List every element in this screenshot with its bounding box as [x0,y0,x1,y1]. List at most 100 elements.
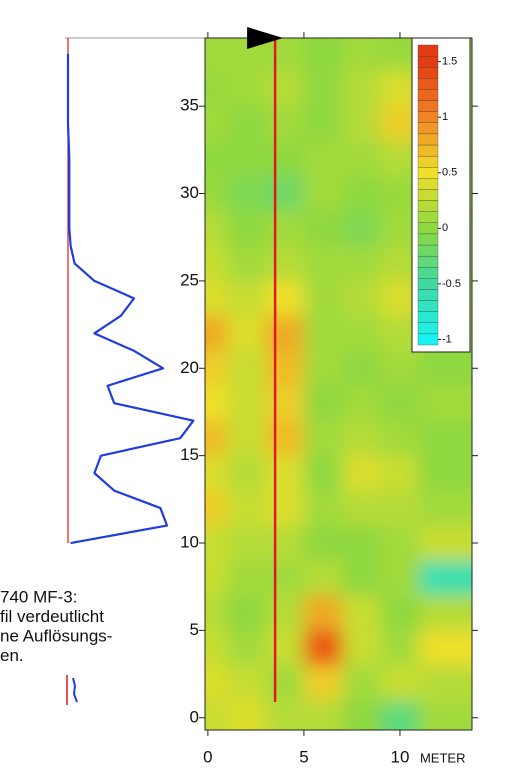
field-cell [303,350,343,386]
field-cell [303,38,343,72]
colorbar-label: 1 [442,111,448,123]
mini-legend [66,675,78,705]
field-cell [342,315,381,351]
field-cell [265,38,304,72]
colorbar-step [417,78,439,90]
colorbar-step [417,200,439,212]
field-cell [227,280,266,316]
y-tick-label: 15 [180,445,199,464]
field-cell [419,630,472,666]
caption-line: ne Auflösungs- [0,626,112,645]
colorbar-step [417,178,439,190]
field-cell [227,420,266,456]
field-cell [205,141,228,177]
field-cell [205,420,228,456]
field-cell [265,385,304,421]
field-cell [265,595,304,631]
field-cell [205,315,228,351]
field-cell [303,490,343,526]
field-cell [265,420,304,456]
colorbar-step [417,278,439,290]
colorbar-step [417,167,439,179]
field-cell [380,385,420,421]
field-cell [227,350,266,386]
colorbar-step [417,100,439,112]
field-cell [303,665,343,701]
field-cell [342,420,381,456]
y-tick-label: 25 [180,270,199,289]
field-cell [380,665,420,701]
field-cell [205,176,228,211]
field-cell [265,630,304,666]
field-cell [265,560,304,596]
y-tick-label: 35 [180,96,199,115]
field-cell [342,106,381,142]
field-cell [265,315,304,351]
field-cell [380,420,420,456]
field-cell [303,525,343,561]
field-cell [265,350,304,386]
field-cell [265,245,304,281]
field-cell [419,665,472,701]
field-cell [205,665,228,701]
field-cell [303,560,343,596]
field-cell [205,560,228,596]
field-cell [303,385,343,421]
field-cell [342,490,381,526]
plot-frame [204,37,473,731]
mini-blue [72,677,78,703]
field-cell [342,71,381,107]
field-cell [205,211,228,246]
field-cell [265,280,304,316]
colorbar-step [417,267,439,279]
colorbar-step [417,311,439,323]
field-cell [303,176,343,211]
y-tick-label: 0 [190,707,199,726]
field-cell [227,700,266,730]
field-cell [265,490,304,526]
field-cell [380,630,420,666]
field-cell [227,665,266,701]
field-cell [342,245,381,281]
colorbar-step [417,55,439,68]
field-cell [380,490,420,526]
field-cell [265,176,304,211]
field-cell [303,700,343,730]
colorbar-step [417,111,439,123]
y-tick-label: 5 [190,620,199,639]
field-cell [227,455,266,491]
y-tick-label: 10 [180,533,199,552]
field-cell [303,280,343,316]
x-tick-label: 5 [299,747,308,766]
field-cell [265,665,304,701]
field-cell [419,455,472,491]
y-tick-label: 30 [180,183,199,202]
field-cell [265,106,304,142]
field-cell [380,595,420,631]
field-cell [419,700,472,730]
field-cell [342,560,381,596]
field-cell [419,595,472,631]
field-cell [342,38,381,72]
field-cell [227,106,266,142]
field-cell [205,700,228,730]
field-cell [380,560,420,596]
colorbar-step [417,211,439,223]
field-cell [342,385,381,421]
caption-line: 740 MF-3: [0,587,77,606]
colorbar-step [417,155,439,168]
field-cell [303,211,343,246]
field-cell [265,71,304,107]
field-cell [205,106,228,142]
field-cell [342,211,381,246]
field-cell [303,455,343,491]
x-axis-label: METER [420,750,466,765]
field-cell [342,176,381,211]
x-tick-label: 10 [391,747,410,766]
colorbar-step [417,122,439,135]
field-cell [419,350,472,386]
field-cell [227,245,266,281]
field-cell [303,245,343,281]
field-cell [380,700,420,730]
